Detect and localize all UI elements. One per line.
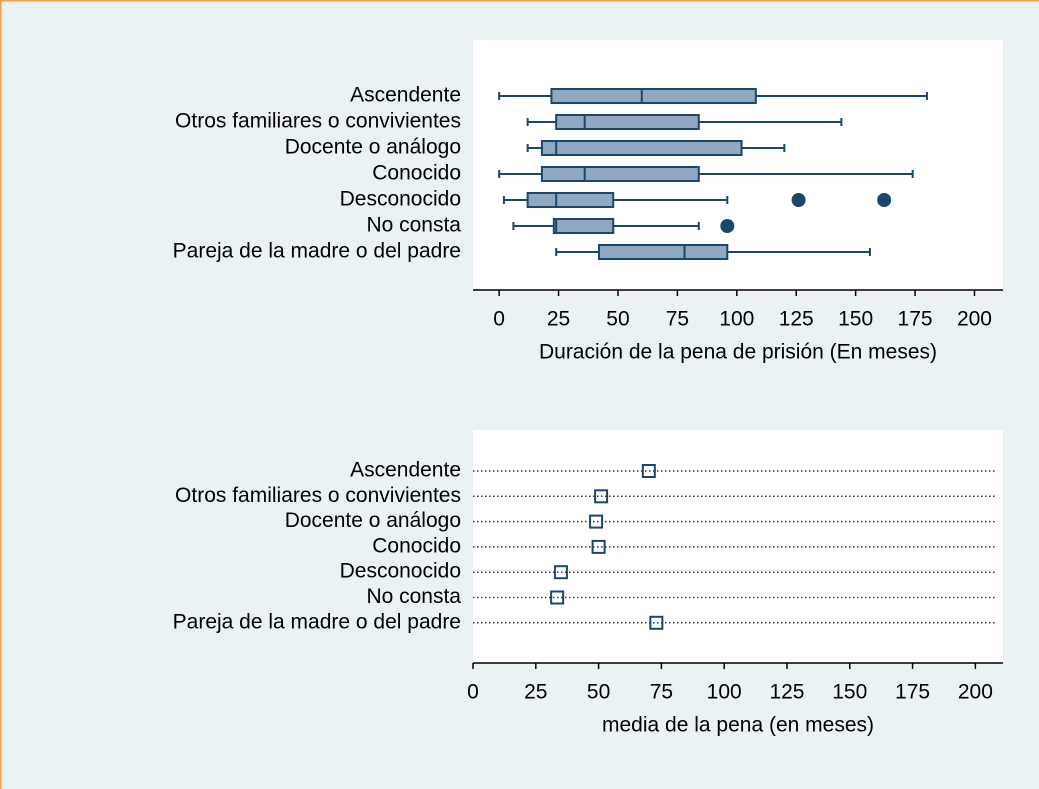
category-label: Docente o análogo — [285, 509, 461, 532]
x-tick-label: 175 — [895, 681, 930, 704]
dot-marker — [550, 590, 565, 605]
dot-marker — [589, 514, 604, 529]
box — [555, 114, 700, 130]
category-label: Conocido — [372, 162, 461, 185]
outlier — [720, 219, 735, 233]
category-label: Ascendente — [350, 459, 461, 482]
plot-area — [473, 40, 1003, 290]
category-label: Otros familiares o convivientes — [175, 110, 461, 133]
category-label: Conocido — [372, 534, 461, 557]
x-tick-label: 125 — [779, 308, 814, 331]
x-tick-label: 50 — [606, 308, 629, 331]
category-label: Docente o análogo — [285, 136, 461, 159]
x-tick-label: 0 — [467, 681, 479, 704]
category-label: No consta — [366, 585, 461, 608]
x-tick-label: 200 — [957, 308, 992, 331]
outlier — [791, 193, 806, 207]
outlier — [877, 193, 892, 207]
box — [540, 140, 743, 156]
x-tick-label: 25 — [524, 681, 547, 704]
box — [552, 218, 615, 234]
x-tick-label: 75 — [666, 308, 689, 331]
category-label: No consta — [366, 214, 461, 237]
dot-marker — [553, 565, 568, 580]
dot-marker — [594, 489, 609, 504]
x-tick-label: 0 — [493, 308, 505, 331]
x-tick-label: 75 — [650, 681, 673, 704]
x-tick-label: 175 — [898, 308, 933, 331]
category-label: Desconocido — [340, 188, 461, 211]
category-label: Otros familiares o convivientes — [175, 484, 461, 507]
box — [597, 244, 729, 260]
x-tick-label: 100 — [719, 308, 754, 331]
x-tick-label: 100 — [707, 681, 742, 704]
box — [526, 192, 615, 208]
box — [550, 88, 757, 104]
dot-marker — [591, 539, 606, 554]
x-tick-label: 150 — [832, 681, 867, 704]
x-axis-label: media de la pena (en meses) — [602, 714, 874, 737]
category-label: Pareja de la madre o del padre — [173, 240, 461, 263]
x-tick-label: 200 — [958, 681, 993, 704]
category-label: Pareja de la madre o del padre — [173, 610, 461, 633]
x-axis-label: Duración de la pena de prisión (En meses… — [539, 341, 937, 364]
dot-marker — [649, 615, 664, 630]
dot-marker — [641, 464, 656, 478]
x-tick-label: 50 — [587, 681, 610, 704]
x-tick-label: 125 — [769, 681, 804, 704]
box — [540, 166, 700, 182]
x-tick-label: 150 — [838, 308, 873, 331]
category-label: Desconocido — [340, 560, 461, 583]
category-label: Ascendente — [350, 84, 461, 107]
x-tick-label: 25 — [547, 308, 570, 331]
